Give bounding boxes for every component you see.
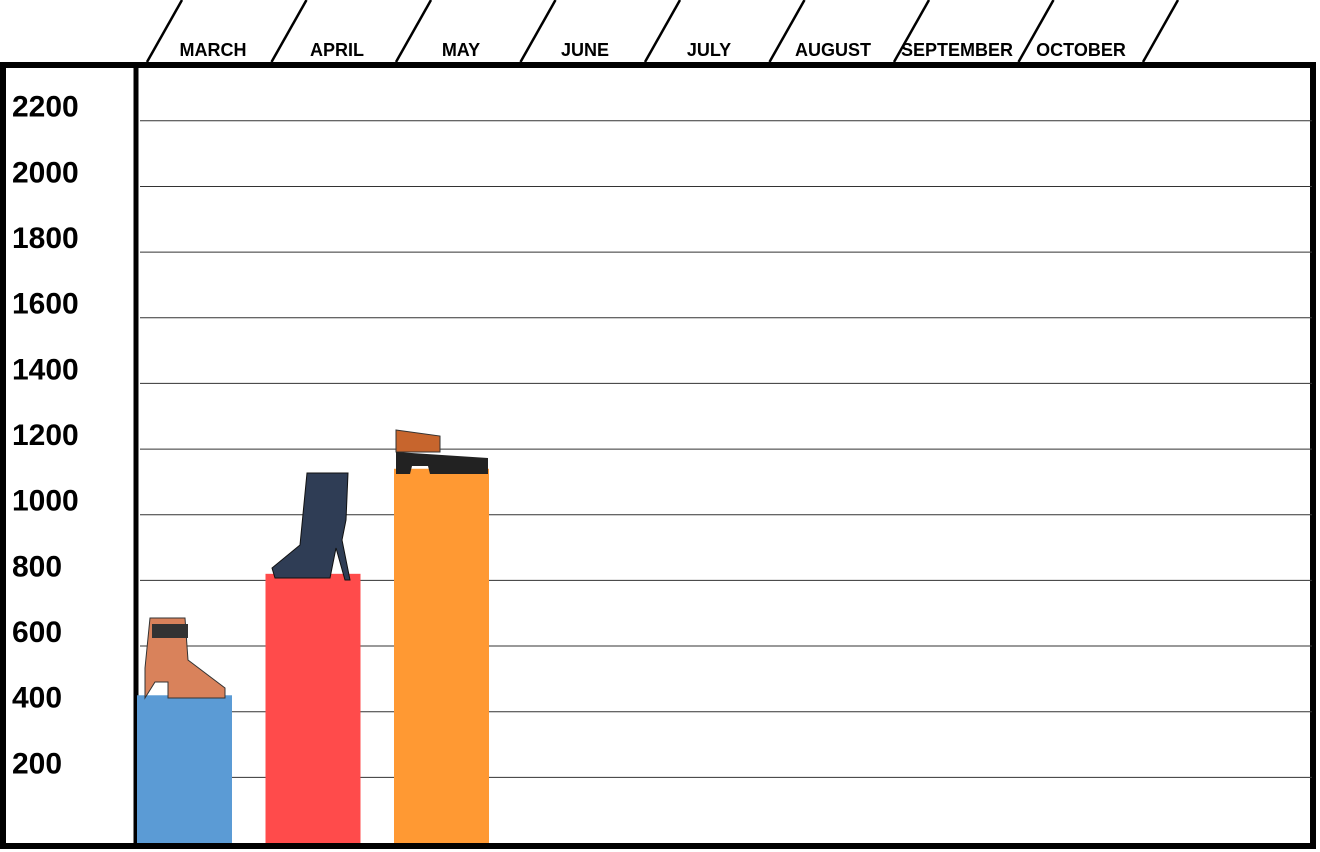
bar [265, 573, 361, 843]
header-separator [1017, 0, 1055, 63]
y-tick-label: 1600 [12, 288, 79, 321]
bar [137, 695, 232, 843]
y-tick-label: 1800 [12, 222, 79, 255]
y-tick-label: 200 [12, 747, 62, 780]
y-tick-label: 1200 [12, 419, 79, 452]
header-separator [145, 0, 184, 63]
y-tick-label: 1400 [12, 353, 79, 386]
x-tick-label: MARCH [180, 40, 247, 60]
y-tick-label: 400 [12, 682, 62, 715]
x-tick-label: AUGUST [795, 40, 871, 60]
header-separator [768, 0, 806, 63]
header-separator [270, 0, 308, 63]
x-tick-label: OCTOBER [1036, 40, 1126, 60]
y-tick-label: 600 [12, 616, 62, 649]
shoe-decoration [144, 429, 488, 700]
header-separator [1141, 0, 1180, 63]
header-separator [519, 0, 557, 63]
x-tick-label: JUNE [561, 40, 609, 60]
header-separator [892, 0, 931, 63]
bar [394, 468, 489, 843]
header-separator [394, 0, 433, 63]
y-tick-label: 1000 [12, 485, 79, 518]
y-tick-label: 800 [12, 550, 62, 583]
x-tick-label: MAY [442, 40, 480, 60]
x-tick-label: SEPTEMBER [901, 40, 1013, 60]
x-tick-label: APRIL [310, 40, 364, 60]
x-tick-label: JULY [687, 40, 731, 60]
header-separator [643, 0, 682, 63]
y-tick-label: 2000 [12, 156, 79, 189]
y-tick-label: 2200 [12, 91, 79, 124]
